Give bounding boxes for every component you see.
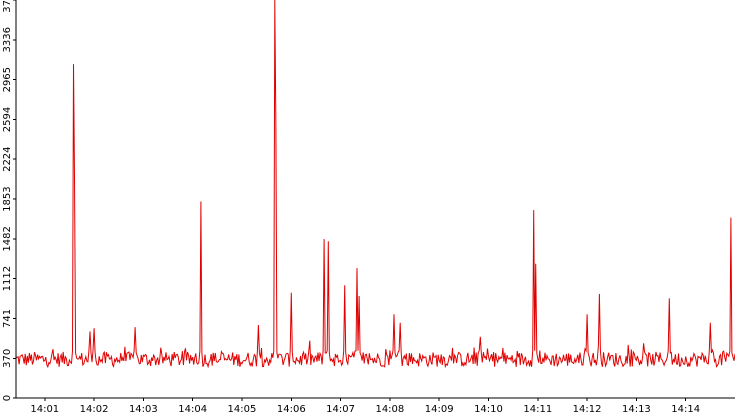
x-tick-label: 14:11 — [523, 404, 552, 415]
x-tick-label: 14:02 — [80, 404, 109, 415]
x-tick-label: 14:01 — [30, 404, 59, 415]
series-line — [15, 0, 735, 369]
x-tick-label: 14:05 — [228, 404, 257, 415]
y-tick-label: 2224 — [2, 146, 13, 171]
x-tick-label: 14:06 — [277, 404, 306, 415]
plot-area — [15, 0, 735, 369]
x-tick-label: 14:09 — [425, 404, 454, 415]
x-tick-label: 14:10 — [474, 404, 503, 415]
y-tick-label: 1853 — [2, 186, 13, 211]
x-tick-label: 14:07 — [326, 404, 355, 415]
x-tick-label: 14:13 — [622, 404, 651, 415]
x-tick-label: 14:03 — [129, 404, 158, 415]
y-tick-label: 3707 — [2, 0, 13, 13]
y-tick-label: 0 — [2, 395, 13, 401]
x-tick-label: 14:14 — [671, 404, 700, 415]
x-tick-label: 14:12 — [573, 404, 602, 415]
y-tick-label: 3336 — [2, 27, 13, 52]
x-tick-label: 14:04 — [178, 404, 207, 415]
y-tick-label: 741 — [2, 309, 13, 328]
x-tick-label: 14:08 — [375, 404, 404, 415]
y-tick-label: 2594 — [2, 107, 13, 132]
y-tick-label: 2965 — [2, 67, 13, 92]
y-tick-label: 370 — [2, 349, 13, 368]
y-tick-label: 1112 — [2, 266, 13, 291]
y-tick-label: 1482 — [2, 226, 13, 251]
